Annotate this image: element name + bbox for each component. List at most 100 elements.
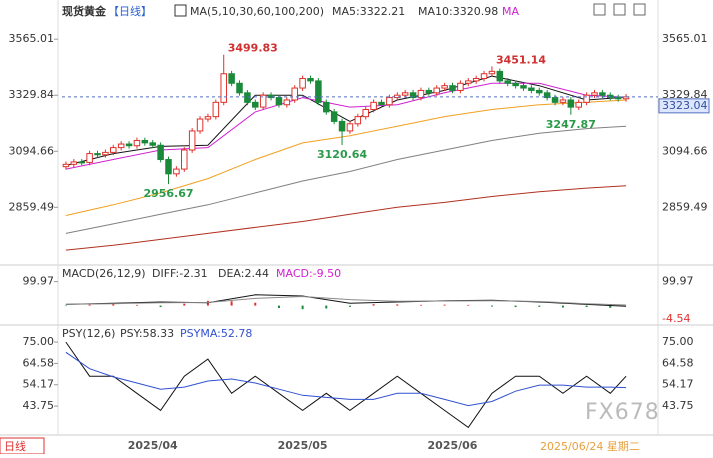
candle-body — [315, 80, 322, 103]
y-tick-label: 3094.66 — [9, 144, 55, 157]
candle-body — [401, 92, 409, 96]
psy-label: PSY:58.33 — [120, 327, 174, 340]
y-tick-label-right: 75.00 — [662, 335, 694, 348]
candle-body — [291, 87, 298, 101]
tool-button[interactable] — [613, 3, 626, 16]
candle-body — [62, 163, 70, 168]
x-tick-label: 2025/05 — [278, 439, 328, 452]
y-tick-label-right: 3329.84 — [662, 88, 708, 101]
y-tick-label: 3329.84 — [9, 88, 55, 101]
candle-body — [196, 118, 204, 132]
macd-label: MACD:-9.50 — [276, 267, 341, 280]
candle-body — [165, 159, 172, 175]
ma10-label: MA10:3320.98 — [418, 5, 498, 18]
candle-body — [536, 89, 543, 94]
candle-body — [591, 92, 598, 96]
candle-body — [543, 92, 551, 99]
candle-body — [575, 101, 582, 108]
panel-title: MACD(26,12,9) — [62, 267, 146, 280]
psyma-label: PSYMA:52.78 — [180, 327, 252, 340]
low-annotation: 3247.87 — [546, 118, 596, 131]
y-tick-label: 3565.01 — [9, 32, 55, 45]
candle-body — [330, 111, 338, 122]
panel-title: PSY(12,6) — [62, 327, 115, 340]
y-tick-label: 2859.49 — [9, 200, 55, 213]
candle-body — [472, 78, 480, 82]
high-annotation: 3499.83 — [228, 42, 278, 55]
candle-body — [614, 97, 622, 100]
candle-body — [551, 97, 559, 103]
line — [65, 99, 627, 216]
candle-body — [425, 89, 433, 94]
candle-body — [504, 80, 511, 84]
candle-body — [386, 97, 393, 106]
x-tick-label: 2025/06 — [428, 439, 478, 452]
candle-body — [488, 70, 496, 75]
period-tab-label: 日线 — [4, 439, 26, 453]
candle-body — [559, 99, 567, 103]
y-tick-label: 43.75 — [23, 399, 55, 412]
candle-body — [86, 153, 93, 163]
y-tick-label-right: 99.97 — [662, 275, 694, 288]
candle-body — [133, 139, 141, 147]
candle-body — [220, 73, 227, 103]
candle-body — [125, 143, 133, 147]
y-tick-label-right: 2859.49 — [662, 200, 708, 213]
toolbar — [593, 3, 646, 16]
candle-body — [149, 142, 156, 146]
icon[interactable] — [174, 4, 187, 17]
candle-body — [599, 92, 606, 96]
candle-body — [449, 85, 456, 91]
candle-body — [465, 80, 472, 84]
candle-body — [567, 99, 575, 108]
ma-label: MA(5,10,30,60,100,200) — [190, 5, 324, 18]
dea-label: DEA:2.44 — [218, 267, 269, 280]
y-tick-label-right: 3565.01 — [662, 32, 708, 45]
y-tick-label-right: 64.58 — [662, 356, 694, 369]
last-price-label: 3323.04 — [662, 99, 708, 112]
candle-body — [583, 94, 590, 103]
candle-body — [346, 123, 354, 132]
low-annotation: 2956.67 — [143, 187, 193, 200]
y-tick-label: 54.17 — [23, 378, 55, 391]
diff-label: DIFF:-2.31 — [152, 267, 208, 280]
candle-body — [244, 92, 251, 103]
candle-body — [283, 99, 291, 106]
line — [65, 295, 627, 306]
candle-body — [94, 153, 101, 156]
symbol: 现货黄金 — [62, 4, 107, 18]
candle-body — [354, 116, 362, 125]
candle-body — [370, 101, 377, 110]
candle-body — [307, 78, 314, 82]
tool-button[interactable] — [633, 3, 646, 16]
candle-body — [275, 97, 283, 106]
candle-body — [378, 101, 385, 106]
candle-body — [236, 82, 243, 94]
candle-body — [528, 87, 535, 91]
y-tick-label-right: 3094.66 — [662, 144, 708, 157]
candle-body — [323, 101, 330, 113]
period: 【日线】 — [108, 4, 152, 18]
candle-body — [173, 168, 180, 175]
candle-body — [299, 78, 306, 89]
candle-body — [496, 70, 504, 82]
candle-body — [480, 73, 488, 80]
high-annotation: 3451.14 — [496, 53, 546, 66]
candle-body — [188, 130, 196, 151]
ma5-label: MA5:3322.21 — [332, 5, 405, 18]
candle-body — [228, 73, 235, 84]
y-tick-label: 64.58 — [23, 356, 55, 369]
candle-body — [78, 161, 85, 164]
tool-button[interactable] — [593, 3, 606, 16]
y-tick-label-right: 54.17 — [662, 378, 694, 391]
candle-body — [141, 139, 149, 144]
candle-body — [520, 85, 527, 89]
y-tick-label-right: 43.75 — [662, 399, 694, 412]
ma-more: MA — [502, 5, 519, 18]
min-label: -4.54 — [662, 312, 690, 325]
watermark: FX678 — [585, 400, 660, 425]
candle-body — [433, 87, 440, 94]
candle-body — [362, 108, 369, 118]
